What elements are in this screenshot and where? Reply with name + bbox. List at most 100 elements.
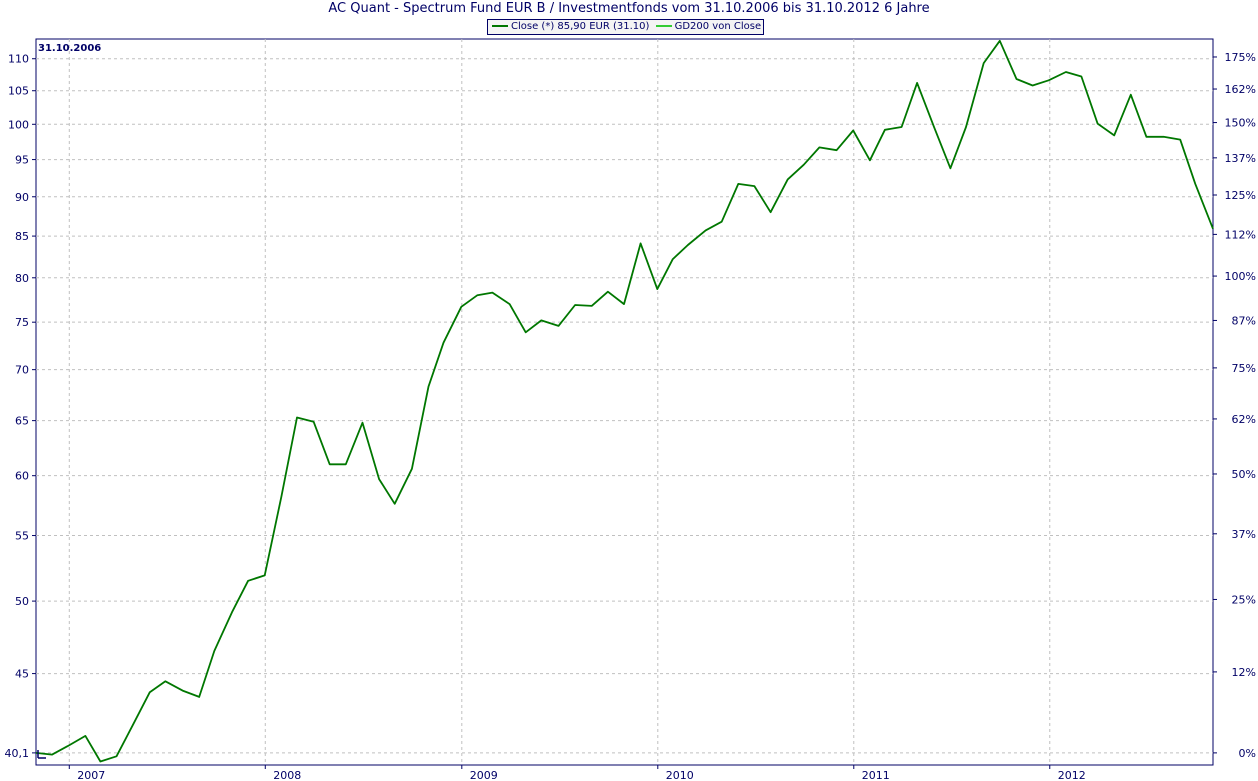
y-tick-label: 55 [15, 530, 29, 543]
data-point [525, 331, 527, 333]
grid [36, 39, 1213, 765]
y2-tick-label: 50% [1232, 468, 1256, 481]
y2-tick-label: 0% [1239, 747, 1256, 760]
data-point [213, 650, 215, 652]
data-point [296, 416, 298, 418]
data-point [115, 755, 117, 757]
y-tick-label: 45 [15, 668, 29, 681]
data-point [900, 126, 902, 128]
y2-tick-label: 87% [1232, 314, 1256, 327]
data-point [1194, 183, 1196, 185]
y-tick-label: 80 [15, 272, 29, 285]
y2-tick-label: 125% [1225, 189, 1256, 202]
data-point [737, 183, 739, 185]
legend-label-gd200: GD200 von Close [674, 21, 762, 32]
data-point [704, 229, 706, 231]
data-point [280, 495, 282, 497]
data-point [508, 303, 510, 305]
y-tick-label: 95 [15, 154, 29, 167]
data-point [1113, 134, 1115, 136]
data-point [753, 185, 755, 187]
data-point [721, 221, 723, 223]
y2-tick-label: 162% [1225, 83, 1256, 96]
data-point [411, 468, 413, 470]
x-tick-label: 2012 [1058, 769, 1086, 781]
data-point [476, 294, 478, 296]
series-line-close [35, 39, 1214, 763]
data-point [1179, 138, 1181, 140]
data-point [949, 167, 951, 169]
y2-tick-label: 75% [1232, 362, 1256, 375]
data-point [1031, 84, 1033, 86]
data-point [852, 129, 854, 131]
x-tick-label: 2010 [666, 769, 694, 781]
y2-tick-label: 25% [1232, 593, 1256, 606]
y-tick-label: 40,1 [5, 747, 30, 760]
data-point [427, 385, 429, 387]
legend-swatch-close [492, 25, 508, 27]
data-point [999, 40, 1001, 42]
y2-tick-label: 62% [1232, 413, 1256, 426]
data-point [378, 478, 380, 480]
data-point [656, 288, 658, 290]
data-point [247, 580, 249, 582]
y-tick-label: 65 [15, 415, 29, 428]
data-point [916, 82, 918, 84]
y2-tick-label: 175% [1225, 51, 1256, 64]
data-point [329, 463, 331, 465]
data-point [1145, 136, 1147, 138]
data-point [264, 574, 266, 576]
data-point [442, 342, 444, 344]
y-tick-label: 105 [8, 85, 29, 98]
data-point [623, 303, 625, 305]
data-point [672, 258, 674, 260]
x-tick-label: 2009 [470, 769, 498, 781]
legend-item-gd200: GD200 von Close [653, 20, 762, 34]
data-point [67, 745, 69, 747]
data-point [1212, 228, 1214, 230]
data-point [312, 421, 314, 423]
y2-tick-label: 150% [1225, 117, 1256, 130]
y-tick-label: 110 [8, 53, 29, 66]
y2-tick-label: 12% [1232, 666, 1256, 679]
data-point [149, 691, 151, 693]
legend-item-close: Close (*) 85,90 EUR (31.10) [490, 20, 649, 34]
x-tick-label: 2007 [77, 769, 105, 781]
data-point [1130, 94, 1132, 96]
data-point [769, 211, 771, 213]
data-point [639, 242, 641, 244]
data-point [869, 159, 871, 161]
data-point [787, 178, 789, 180]
y-axis-left: 40,1 45 50 55 60 65 70 75 80 85 90 95 100 105 110 [5, 53, 36, 760]
legend-label-close: Close (*) 85,90 EUR (31.10) [511, 21, 650, 32]
data-point [181, 689, 183, 691]
data-point [1162, 136, 1164, 138]
data-point [933, 127, 935, 129]
x-tick-label: 2011 [862, 769, 890, 781]
x-tick-label: 2008 [273, 769, 301, 781]
data-point [132, 723, 134, 725]
y-tick-label: 75 [15, 316, 29, 329]
data-point [164, 680, 166, 682]
data-point [540, 319, 542, 321]
data-point [591, 305, 593, 307]
data-point [231, 611, 233, 613]
x-axis: 2007 2008 2009 2010 2011 2012 [68, 765, 1086, 781]
y2-tick-label: 112% [1225, 228, 1256, 241]
chart-title: AC Quant - Spectrum Fund EUR B / Investm… [328, 1, 930, 16]
data-point [84, 735, 86, 737]
data-point [99, 760, 101, 762]
y-tick-label: 60 [15, 470, 29, 483]
start-date-label: 31.10.2006 [38, 43, 101, 54]
y2-tick-label: 37% [1232, 528, 1256, 541]
legend-swatch-gd200 [655, 25, 672, 27]
data-point [394, 503, 396, 505]
data-point [835, 149, 837, 151]
data-point [491, 291, 493, 293]
chart-legend: Close (*) 85,90 EUR (31.10) GD200 von Cl… [487, 19, 765, 35]
data-point [818, 146, 820, 148]
data-point [1015, 78, 1017, 80]
y-tick-label: 85 [15, 230, 29, 243]
data-point [345, 463, 347, 465]
